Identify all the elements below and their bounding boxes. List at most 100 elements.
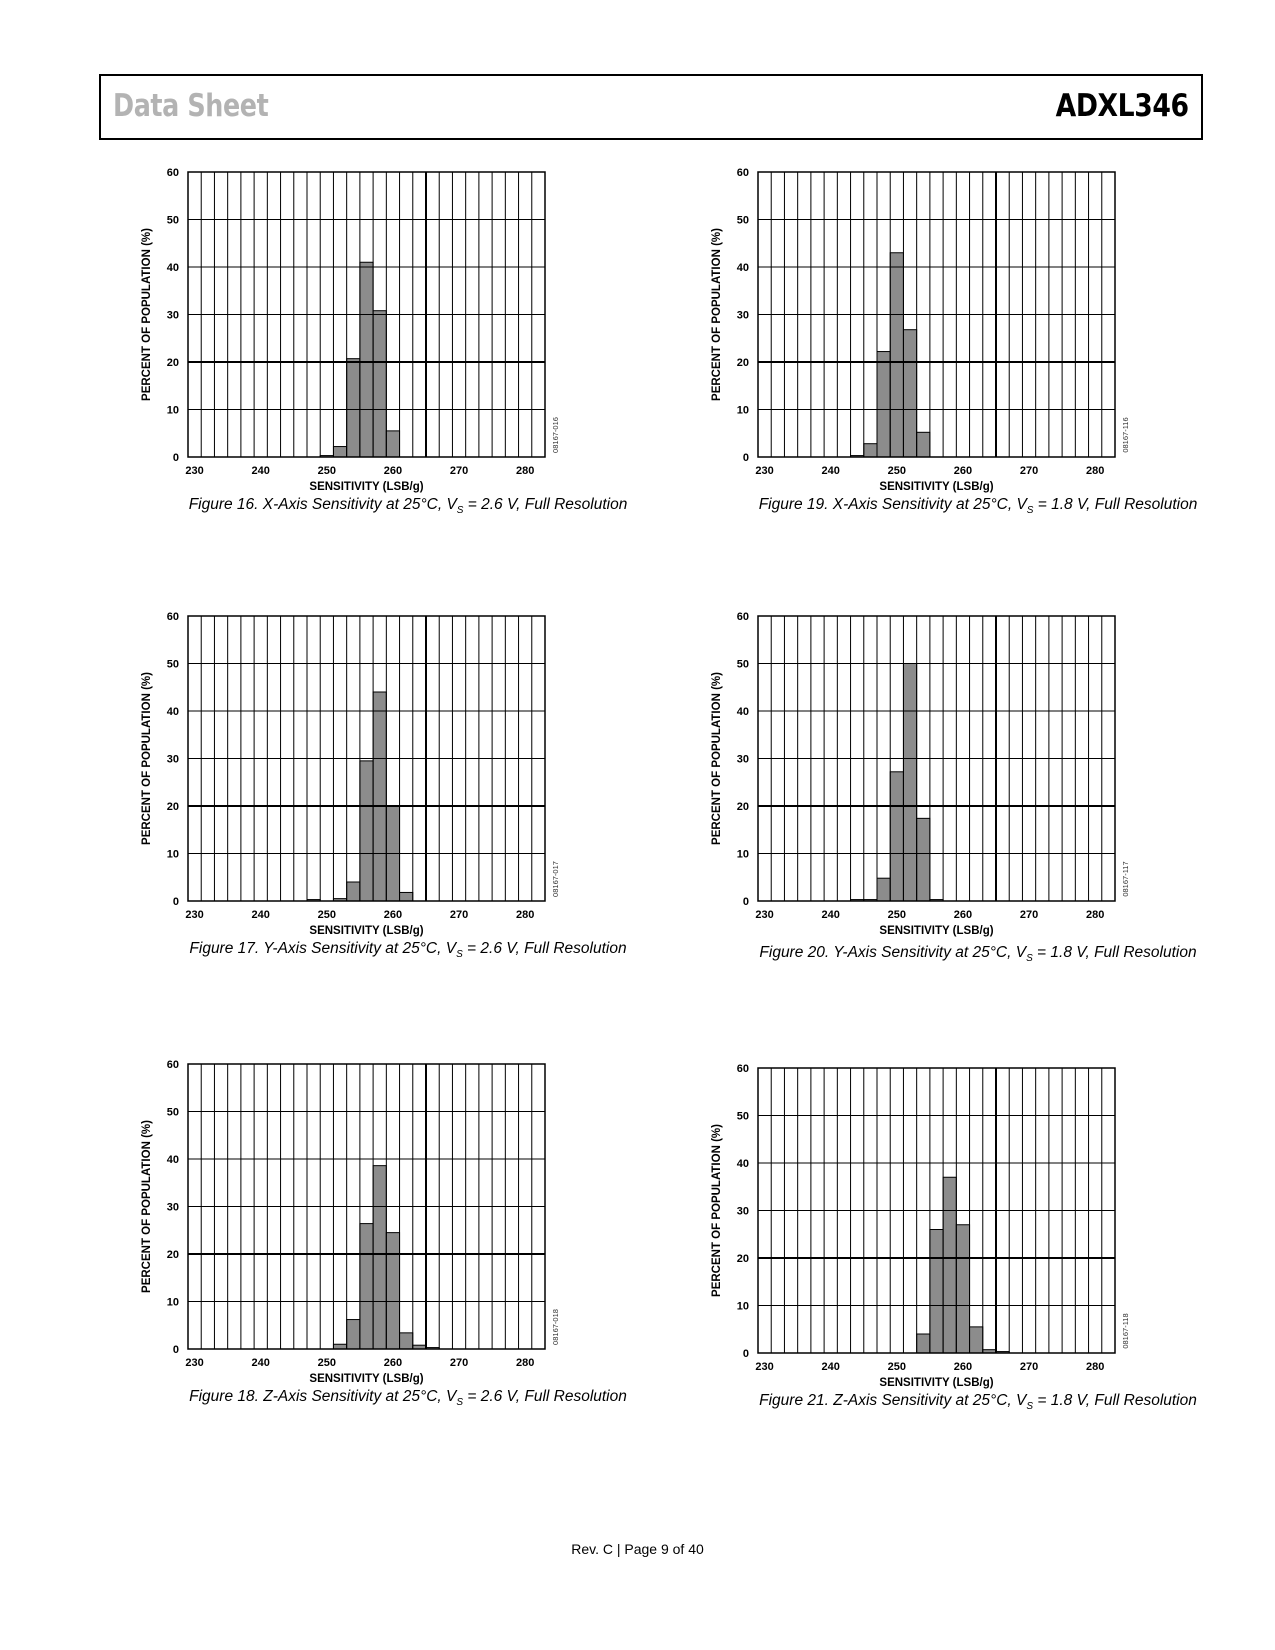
- caption-figure-16: Figure 16. X-Axis Sensitivity at 25°C, V…: [188, 496, 628, 517]
- histogram-bar: [399, 891, 414, 902]
- x-tick-label: 270: [450, 909, 468, 921]
- y-tick-label: 60: [737, 611, 749, 623]
- histogram-bar: [346, 881, 361, 902]
- histogram-bar: [399, 1332, 414, 1350]
- y-tick-label: 10: [167, 849, 179, 861]
- y-tick-label: 30: [737, 1206, 749, 1218]
- y-tick-label: 0: [743, 896, 749, 908]
- y-tick-label: 50: [167, 659, 179, 671]
- y-tick-label: 20: [737, 801, 749, 813]
- x-tick-label: 280: [516, 1357, 534, 1369]
- histogram-bar: [863, 443, 878, 458]
- x-tick-label: 260: [954, 465, 972, 477]
- y-tick-label: 10: [737, 1301, 749, 1313]
- histogram-bar: [902, 663, 918, 902]
- chart-figure-18: 0 10 20 30 40 50 60 230 240 250 260 270 280 SENSITIVI…: [141, 1059, 560, 1385]
- caption-figure-17: Figure 17. Y-Axis Sensitivity at 25°C, V…: [189, 940, 627, 961]
- part-number: ADXL346: [1056, 88, 1189, 124]
- histogram-bar: [916, 431, 931, 458]
- histogram-bar: [359, 261, 374, 458]
- page-header: Data Sheet ADXL346: [99, 74, 1203, 140]
- x-tick-label: 260: [954, 1361, 972, 1373]
- y-tick-label: 0: [173, 452, 179, 464]
- histogram-bar: [372, 310, 387, 458]
- chart-figure-19: 0 10 20 30 40 50 60 230 240 250 260 270 280 SENSITIVI…: [711, 167, 1130, 493]
- y-tick-label: 10: [737, 405, 749, 417]
- x-tick-label: 240: [822, 465, 840, 477]
- x-tick-label: 250: [318, 1357, 336, 1369]
- y-tick-label: 20: [737, 1253, 749, 1265]
- x-tick-label: 250: [888, 465, 906, 477]
- y-tick-label: 60: [167, 611, 179, 623]
- y-tick-label: 0: [743, 452, 749, 464]
- chart-figure-21: 0 10 20 30 40 50 60 230 240 250 260 270 280 SENSITIVI…: [711, 1063, 1130, 1389]
- plot-frame: [757, 171, 1116, 458]
- histogram-bar: [942, 1176, 957, 1354]
- y-tick-label: 10: [737, 849, 749, 861]
- x-tick-label: 260: [954, 909, 972, 921]
- figure-21: 0 10 20 30 40 50 60 230 240 250 260 270 280 SENSITIVI…: [688, 1046, 1268, 1466]
- y-tick-label: 20: [167, 801, 179, 813]
- x-tick-label: 280: [516, 909, 534, 921]
- y-axis-title: PERCENT OF POPULATION (%): [141, 228, 153, 401]
- figure-code: 08167-117: [1121, 861, 1130, 896]
- x-axis-title: SENSITIVITY (LSB/g): [879, 481, 993, 493]
- y-tick-label: 30: [167, 754, 179, 766]
- y-tick-label: 40: [167, 1154, 179, 1166]
- figure-code: 08167-118: [1121, 1313, 1130, 1348]
- histogram-bar: [359, 760, 374, 902]
- y-tick-label: 10: [167, 405, 179, 417]
- y-axis-title: PERCENT OF POPULATION (%): [141, 672, 153, 845]
- x-tick-label: 280: [1086, 909, 1104, 921]
- figure-code: 08167-116: [1121, 417, 1130, 452]
- y-tick-label: 20: [167, 1249, 179, 1261]
- caption-figure-21: Figure 21. Z-Axis Sensitivity at 25°C, V…: [759, 1392, 1197, 1413]
- figure-16: 0 10 20 30 40 50 60 230 240 250 260 270 280 SENSITIVI…: [118, 150, 698, 570]
- x-tick-label: 230: [185, 465, 203, 477]
- y-tick-label: 30: [737, 754, 749, 766]
- plot-frame: [187, 615, 546, 902]
- x-tick-label: 250: [888, 909, 906, 921]
- histogram-bar: [385, 430, 401, 458]
- x-tick-label: 240: [252, 909, 270, 921]
- histogram-bar: [969, 1326, 984, 1354]
- x-axis-title: SENSITIVITY (LSB/g): [309, 925, 423, 937]
- x-tick-label: 230: [185, 909, 203, 921]
- x-tick-label: 240: [252, 1357, 270, 1369]
- x-tick-label: 260: [384, 1357, 402, 1369]
- y-tick-label: 30: [167, 1202, 179, 1214]
- x-axis-title: SENSITIVITY (LSB/g): [879, 925, 993, 937]
- x-tick-label: 240: [822, 1361, 840, 1373]
- x-tick-label: 230: [185, 1357, 203, 1369]
- y-tick-label: 60: [737, 167, 749, 179]
- x-tick-label: 270: [1020, 909, 1038, 921]
- histogram-bar: [929, 1229, 944, 1354]
- y-tick-label: 50: [167, 1107, 179, 1119]
- y-tick-label: 50: [737, 1111, 749, 1123]
- histogram-bar: [332, 446, 348, 458]
- y-axis-title: PERCENT OF POPULATION (%): [711, 1124, 723, 1297]
- histogram-bar: [346, 1319, 361, 1350]
- y-tick-label: 40: [737, 262, 749, 274]
- histogram-bar: [876, 351, 891, 458]
- plot-frame: [187, 171, 546, 458]
- y-tick-label: 20: [167, 357, 179, 369]
- x-axis-title: SENSITIVITY (LSB/g): [879, 1377, 993, 1389]
- x-tick-label: 230: [755, 465, 773, 477]
- histogram-bar: [372, 1165, 387, 1350]
- x-tick-label: 230: [755, 1361, 773, 1373]
- y-tick-label: 40: [167, 706, 179, 718]
- y-tick-label: 40: [737, 706, 749, 718]
- histogram-bar: [372, 691, 387, 902]
- y-tick-label: 50: [737, 659, 749, 671]
- x-tick-label: 270: [1020, 465, 1038, 477]
- caption-figure-20: Figure 20. Y-Axis Sensitivity at 25°C, V…: [759, 944, 1197, 965]
- y-tick-label: 50: [737, 215, 749, 227]
- x-tick-label: 280: [516, 465, 534, 477]
- x-tick-label: 250: [318, 909, 336, 921]
- chart-figure-20: 0 10 20 30 40 50 60 230 240 250 260 270 280 SENSITIVI…: [711, 611, 1130, 937]
- plot-frame: [187, 1063, 546, 1350]
- y-tick-label: 0: [743, 1348, 749, 1360]
- x-tick-label: 250: [888, 1361, 906, 1373]
- x-tick-label: 280: [1086, 1361, 1104, 1373]
